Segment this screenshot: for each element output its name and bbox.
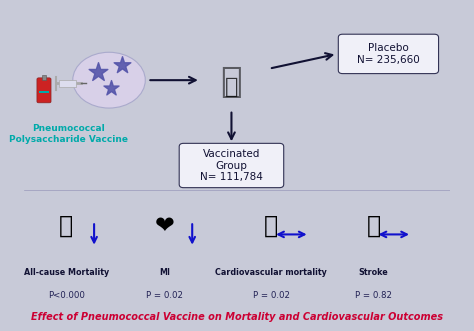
Bar xyxy=(39,91,49,93)
Text: Vaccinated
Group
N= 111,784: Vaccinated Group N= 111,784 xyxy=(200,149,263,182)
Text: P = 0.02: P = 0.02 xyxy=(253,291,290,300)
Text: P = 0.02: P = 0.02 xyxy=(146,291,183,300)
FancyBboxPatch shape xyxy=(42,74,46,80)
FancyBboxPatch shape xyxy=(37,78,51,103)
FancyBboxPatch shape xyxy=(338,34,438,73)
Text: Cardiovascular mortality: Cardiovascular mortality xyxy=(215,268,327,277)
Text: 🧍: 🧍 xyxy=(220,65,241,99)
Text: 🫁: 🫁 xyxy=(225,77,238,97)
Point xyxy=(118,63,126,68)
Circle shape xyxy=(73,52,146,108)
Text: Pneumococcal
Polysaccharide Vaccine: Pneumococcal Polysaccharide Vaccine xyxy=(9,124,128,144)
FancyBboxPatch shape xyxy=(179,143,284,188)
Text: Effect of Pneumococcal Vaccine on Mortality and Cardiovascular Outcomes: Effect of Pneumococcal Vaccine on Mortal… xyxy=(31,312,443,322)
Text: P<0.000: P<0.000 xyxy=(48,291,85,300)
Text: 🧠: 🧠 xyxy=(366,214,381,238)
Text: All-cause Mortality: All-cause Mortality xyxy=(24,268,109,277)
Text: 💔: 💔 xyxy=(264,214,278,238)
Point xyxy=(95,69,102,74)
Point xyxy=(108,86,115,91)
Bar xyxy=(59,79,76,87)
Text: Stroke: Stroke xyxy=(359,268,388,277)
Text: 💀: 💀 xyxy=(59,214,73,238)
Text: ❤️: ❤️ xyxy=(155,214,174,238)
Text: P = 0.82: P = 0.82 xyxy=(355,291,392,300)
Text: MI: MI xyxy=(159,268,170,277)
Text: Placebo
N= 235,660: Placebo N= 235,660 xyxy=(357,43,420,65)
